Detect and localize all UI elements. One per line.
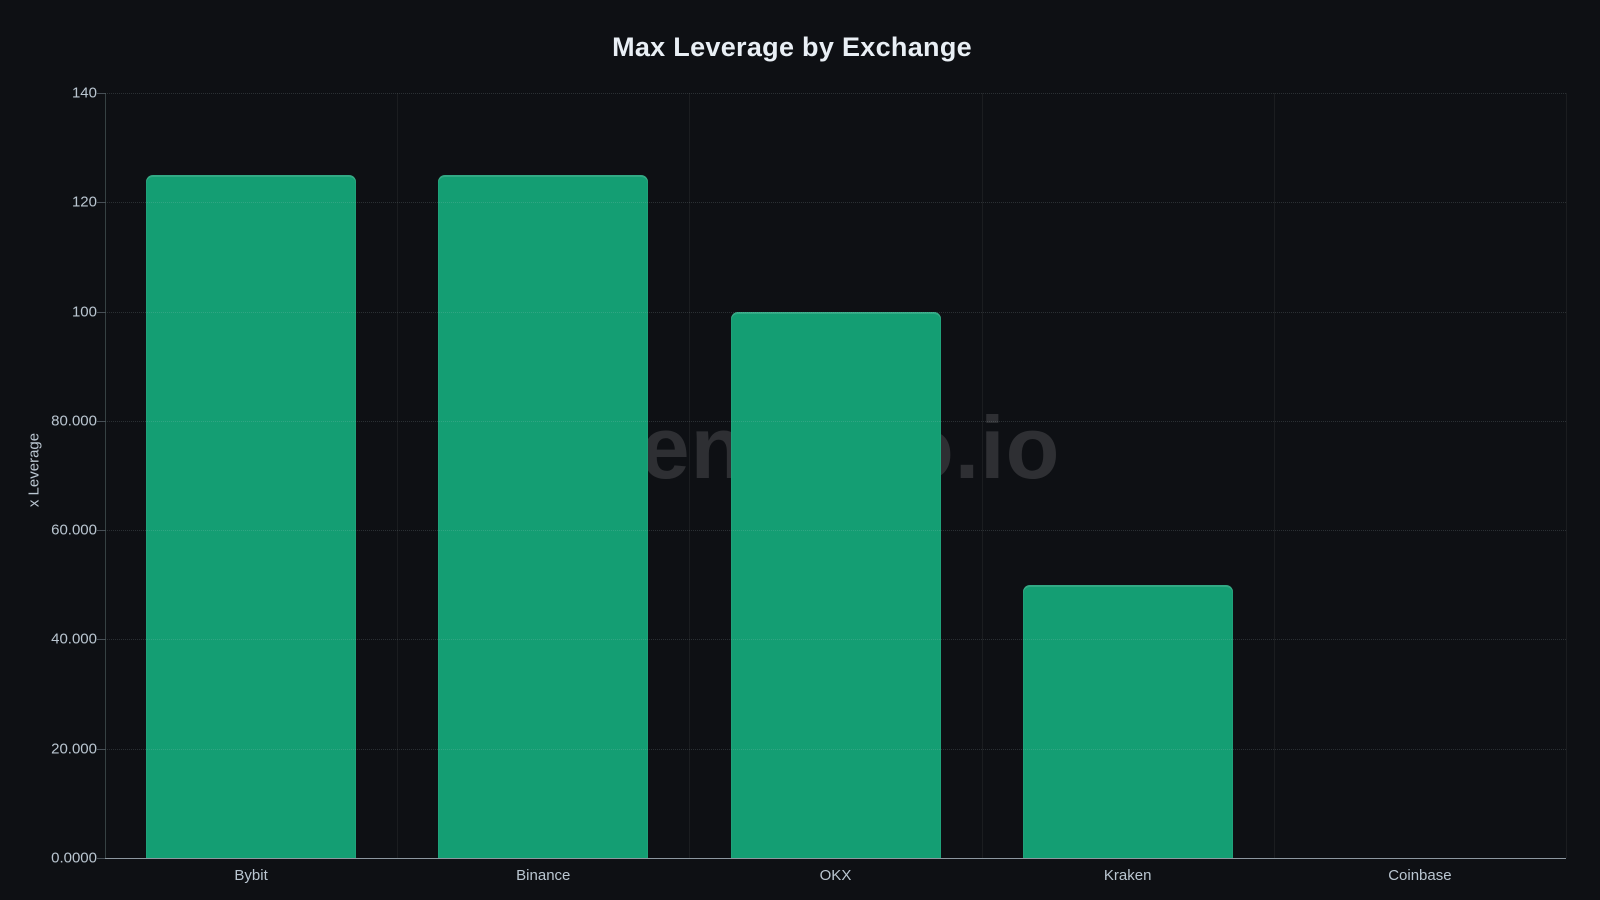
x-tick-label: OKX: [819, 867, 852, 884]
chart-title: Max Leverage by Exchange: [612, 32, 972, 62]
gridline-horizontal: [105, 420, 1566, 422]
x-tick-label: Binance: [516, 867, 571, 884]
y-tick-label: 80.000: [51, 412, 97, 430]
gridline-vertical: [397, 93, 399, 858]
gridline-vertical: [1566, 93, 1567, 858]
gridline-vertical: [689, 93, 691, 858]
gridline-horizontal: [105, 748, 1566, 750]
y-tick-mark: [97, 93, 105, 94]
y-tick-mark: [97, 311, 105, 313]
gridline-vertical: [981, 93, 983, 858]
gridline-horizontal: [105, 530, 1566, 532]
y-tick-label: 100: [71, 303, 97, 321]
y-axis-title: x Leverage: [25, 432, 43, 508]
y-axis-line: [105, 93, 106, 858]
y-tick-label: 40.000: [51, 630, 97, 648]
gridline-horizontal: [105, 93, 1566, 94]
gridline-horizontal: [105, 311, 1566, 313]
x-tick-label: Coinbase: [1388, 867, 1452, 884]
y-tick-mark: [97, 748, 105, 750]
y-tick-mark: [97, 202, 105, 204]
y-tick-mark: [97, 420, 105, 422]
x-tick-label: Bybit: [234, 867, 268, 884]
y-tick-label: 20.000: [51, 740, 97, 758]
y-tick-mark: [97, 530, 105, 532]
bar-okx[interactable]: [730, 311, 941, 858]
y-tick-mark: [97, 639, 105, 641]
y-tick-label: 120: [71, 193, 97, 211]
x-axis-line: [105, 858, 1566, 859]
gridline-vertical: [1273, 93, 1275, 858]
bar-binance[interactable]: [438, 175, 649, 858]
gridline-horizontal: [105, 639, 1566, 641]
y-tick-label: 0.0000: [51, 849, 97, 867]
bar-kraken[interactable]: [1022, 584, 1233, 858]
y-tick-label: 140: [71, 84, 97, 102]
gridline-horizontal: [105, 202, 1566, 204]
bar-bybit[interactable]: [146, 175, 357, 858]
y-tick-label: 60.000: [51, 521, 97, 539]
x-tick-label: Kraken: [1103, 867, 1152, 884]
y-tick-mark: [97, 858, 105, 859]
